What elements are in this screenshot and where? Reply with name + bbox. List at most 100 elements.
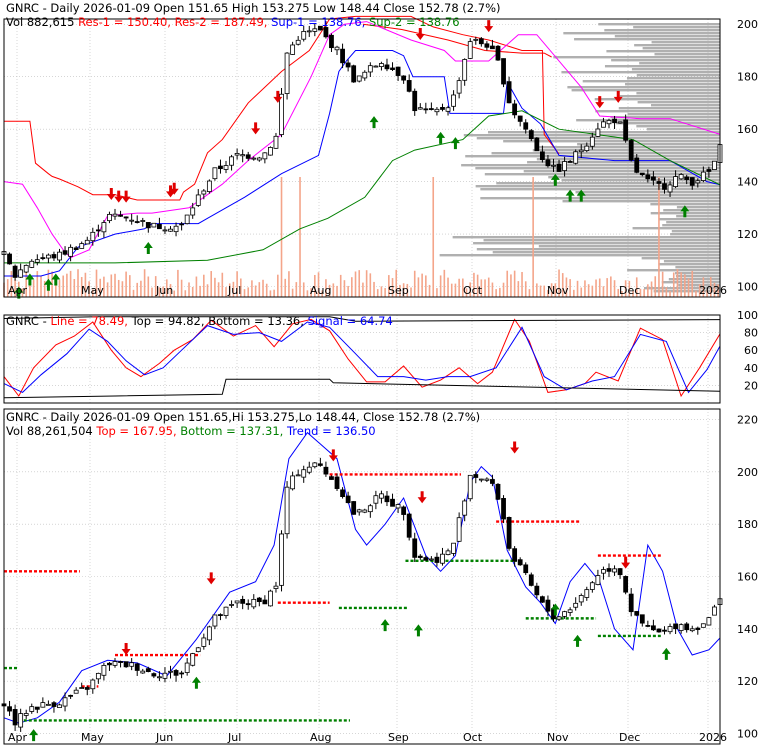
volume-bar (632, 290, 634, 297)
header-part: Bottom = 137.31, (180, 424, 287, 438)
x-tick-label: Apr (8, 731, 28, 744)
p3-candle-body (473, 474, 479, 478)
p1-candle-body (650, 176, 656, 181)
x-tick-label: May (81, 731, 104, 744)
volume-bar (36, 271, 39, 297)
p3-candle-body (645, 625, 651, 627)
p3-candle-body (201, 637, 207, 647)
x-tick-label: Nov (547, 284, 569, 297)
volume-bar (584, 280, 586, 297)
volume-profile-bar (574, 38, 720, 41)
volume-bar (691, 270, 694, 297)
volume-bar (665, 287, 668, 297)
volume-bar (103, 276, 105, 297)
series-res-1 (4, 15, 560, 201)
p1-candle-body (34, 259, 40, 263)
volume-profile-bar (634, 44, 720, 47)
buy-arrow (29, 729, 39, 742)
p1-candle-body (673, 176, 678, 187)
volume-bar (358, 270, 361, 297)
volume-bar (62, 275, 65, 297)
volume-profile-bar (633, 26, 720, 29)
volume-profile-bar (661, 281, 720, 284)
p1-candle-body (595, 128, 601, 137)
p3-candle-body (12, 709, 18, 726)
y-tick-label: 160 (737, 571, 758, 584)
p3-candle-body (262, 599, 268, 605)
volume-bar (339, 274, 342, 297)
volume-bar (351, 277, 353, 297)
volume-bar (354, 271, 357, 297)
sell-arrow (166, 185, 176, 198)
volume-bar (547, 289, 549, 297)
volume-bar (140, 280, 142, 297)
volume-bar (643, 289, 645, 297)
p1-candle-body (512, 103, 518, 116)
volume-bar (6, 279, 9, 297)
p1-candle-body (601, 121, 606, 128)
volume-profile-bar (636, 125, 720, 128)
p3-candle-body (279, 533, 284, 586)
volume-bar (524, 281, 527, 297)
volume-bar (154, 276, 157, 297)
p1-candle-body (73, 247, 79, 250)
volume-profile-bar (616, 122, 720, 125)
x-tick-label: Jul (227, 284, 241, 297)
p3-candle-body (34, 706, 40, 710)
p1-candle-body (473, 38, 479, 41)
volume-bar (247, 287, 250, 297)
volume-profile-bar (632, 227, 720, 230)
volume-profile-bar (563, 32, 720, 35)
volume-bar (680, 272, 682, 297)
p3-candle-body (412, 538, 418, 558)
p1-candle-body (501, 58, 506, 85)
y-tick-label: 120 (737, 228, 758, 241)
p3-candle-body (423, 557, 429, 561)
header-part: Res-2 = 187.49, (175, 15, 272, 29)
volume-profile-bar (604, 29, 720, 32)
p3-candle-body (362, 509, 368, 513)
p1-candle-body (706, 169, 712, 172)
volume-bar (480, 279, 483, 297)
p3-candle-body (101, 665, 107, 676)
volume-profile-bar (663, 260, 720, 263)
p1-candle-body (212, 167, 218, 180)
buy-arrow (413, 624, 423, 637)
p3-candle-body (40, 702, 46, 708)
volume-profile-bar (452, 236, 720, 239)
p3-candle-body (695, 627, 701, 630)
p1-candle-body (551, 164, 556, 167)
volume-profile-bar (654, 53, 720, 56)
volume-bar (654, 276, 657, 297)
volume-bar (406, 283, 409, 297)
header-part: GNRC - (6, 314, 50, 328)
volume-bar (706, 289, 708, 297)
volume-bar (713, 282, 716, 297)
volume-bar (265, 283, 268, 297)
p3-candle-body (606, 568, 612, 572)
volume-bar (672, 272, 675, 297)
p3-candle-body (251, 598, 257, 608)
p1-candle-body (201, 190, 207, 195)
volume-bar (236, 271, 238, 297)
volume-bar (639, 288, 642, 297)
volume-profile-bar (503, 140, 720, 143)
y-tick-label: 180 (737, 518, 758, 531)
header-part: Vol 882,615 (6, 15, 78, 29)
p3-candle-body (334, 476, 340, 489)
sell-arrow (328, 449, 338, 462)
volume-bar (84, 272, 87, 297)
volume-bar (77, 269, 79, 297)
p1-candle-body (362, 71, 368, 79)
p3-candle-body (556, 616, 562, 620)
p3-candle-body (678, 624, 684, 631)
y-tick-label: 180 (737, 71, 758, 84)
volume-bar (177, 269, 179, 297)
p1-candle-body (262, 152, 268, 160)
sell-arrow (613, 90, 623, 103)
x-tick-label: Nov (547, 731, 569, 744)
volume-bar (14, 279, 16, 297)
buy-arrow (573, 634, 583, 647)
buy-arrow (191, 676, 201, 689)
panel-header: Vol 882,615 Res-1 = 150.40, Res-2 = 187.… (6, 15, 460, 29)
